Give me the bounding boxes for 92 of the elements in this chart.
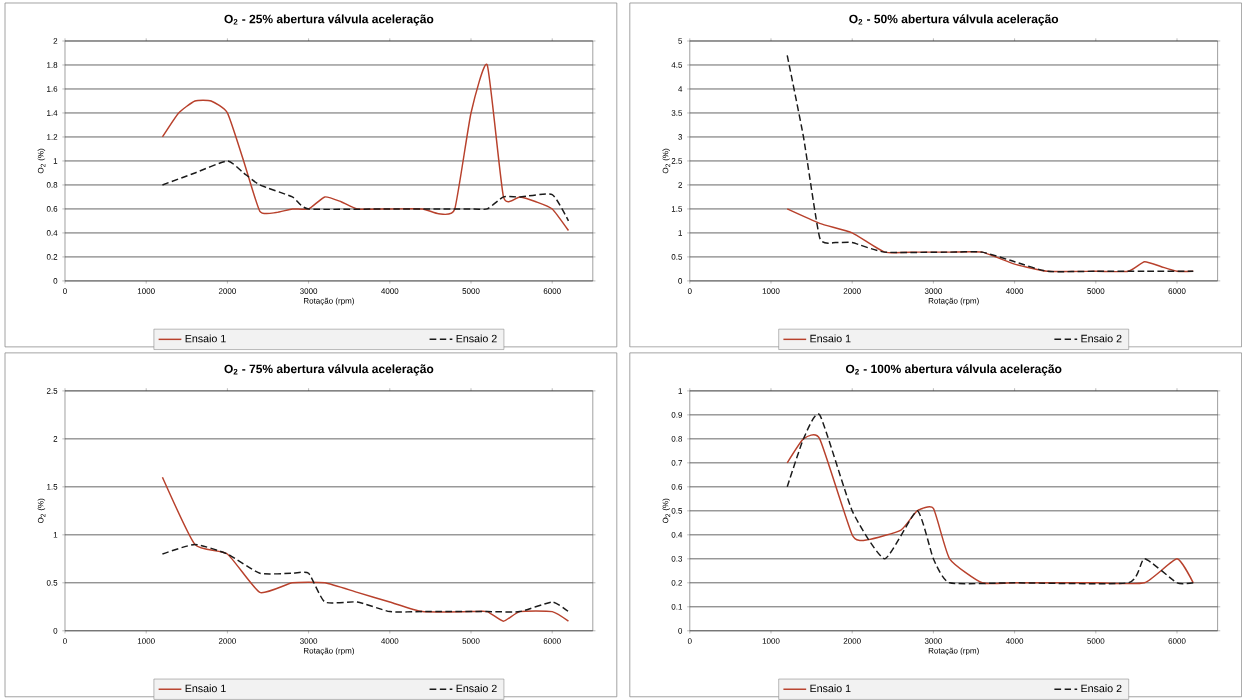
y-tick-label: 1: [53, 532, 58, 538]
x-tick-label: 4000: [1005, 288, 1024, 295]
y-axis-title: O$_{2}$ (%): [37, 148, 46, 174]
y-tick-label: 2.5: [671, 158, 683, 164]
x-tick-label: 1000: [762, 638, 780, 644]
x-tick-label: 6000: [1168, 288, 1186, 295]
x-tick-label: 6000: [543, 638, 561, 644]
y-tick-label: 1.5: [671, 206, 683, 212]
legend-label: Ensaio 1: [185, 684, 226, 693]
y-tick-label: 0: [53, 628, 58, 634]
y-tick-label: 1.8: [47, 62, 58, 68]
y-tick-label: 1.4: [47, 110, 58, 116]
y-tick-label: 0: [678, 278, 683, 284]
y-tick-label: 4.5: [671, 62, 683, 68]
chart-title: O$_{2}$ - 100% abertura válvula aceleração: [845, 364, 1062, 376]
chart-title: O$_{2}$ - 25% abertura válvula aceleração: [224, 14, 434, 26]
x-axis-title: Rotação (rpm): [303, 297, 354, 306]
y-tick-label: 3: [678, 134, 683, 140]
x-tick-label: 2000: [218, 288, 236, 295]
y-tick-label: 0.6: [46, 206, 58, 212]
y-tick-label: 0.2: [46, 254, 58, 260]
y-tick-label: 0.1: [671, 604, 683, 610]
legend-label: Ensaio 2: [456, 334, 497, 343]
y-tick-label: 4: [678, 86, 683, 92]
x-tick-label: 0: [63, 638, 67, 644]
x-tick-label: 6000: [1168, 638, 1186, 644]
y-tick-label: 0.6: [671, 484, 683, 490]
x-tick-label: 4000: [1005, 638, 1024, 644]
x-tick-label: 3000: [924, 288, 942, 295]
line-series: [786, 54, 1194, 273]
x-tick-label: 3000: [300, 288, 318, 295]
x-tick-label: 5000: [462, 638, 480, 644]
x-tick-label: 0: [687, 638, 692, 644]
x-tick-label: 3000: [300, 638, 318, 644]
y-tick-label: 0.5: [671, 508, 683, 514]
y-tick-label: 0: [678, 628, 683, 634]
y-tick-label: 2: [678, 182, 683, 188]
legend-label: Ensaio 1: [810, 684, 851, 693]
line-series: [161, 160, 570, 222]
chart-title: O$_{2}$ - 50% abertura válvula aceleração: [849, 14, 1059, 26]
x-tick-label: 6000: [543, 288, 561, 295]
y-tick-label: 0.3: [671, 556, 683, 562]
y-axis-title: O$_{2}$ (%): [662, 498, 671, 524]
x-tick-label: 0: [63, 288, 67, 295]
x-tick-label: 4000: [381, 288, 399, 295]
y-tick-label: 1: [678, 230, 683, 236]
y-tick-label: 1.2: [47, 134, 58, 140]
x-tick-label: 2000: [843, 638, 861, 644]
y-tick-label: 5: [678, 38, 683, 44]
y-tick-label: 0.2: [671, 580, 683, 586]
y-axis-title: O$_{2}$ (%): [37, 498, 46, 524]
y-tick-label: 0.4: [46, 230, 58, 236]
y-axis-title: O$_{2}$ (%): [662, 148, 671, 174]
x-tick-label: 4000: [381, 638, 399, 644]
y-tick-label: 0.4: [671, 532, 683, 538]
x-tick-label: 1000: [762, 288, 780, 295]
legend-label: Ensaio 1: [185, 334, 226, 343]
line-series: [161, 543, 570, 613]
y-tick-label: 0.5: [671, 254, 683, 260]
y-tick-label: 2: [53, 436, 58, 442]
y-tick-label: 0.7: [671, 460, 683, 466]
x-axis-title: Rotação (rpm): [928, 297, 979, 306]
y-tick-label: 2: [53, 38, 58, 44]
x-axis-title: Rotação (rpm): [928, 647, 979, 656]
x-tick-label: 2000: [218, 638, 236, 644]
x-axis-title: Rotação (rpm): [303, 647, 354, 656]
y-tick-label: 2.5: [46, 388, 58, 394]
x-tick-label: 5000: [1087, 638, 1105, 644]
y-tick-label: 0.8: [46, 182, 58, 188]
x-tick-label: 3000: [924, 638, 942, 644]
x-tick-label: 1000: [137, 288, 155, 295]
x-tick-label: 0: [687, 288, 692, 295]
legend-label: Ensaio 2: [1081, 334, 1122, 343]
line-series: [161, 476, 570, 623]
x-tick-label: 1000: [137, 638, 155, 644]
y-tick-label: 1.6: [47, 86, 58, 92]
y-tick-label: 1: [53, 158, 58, 164]
x-tick-label: 5000: [1087, 288, 1105, 295]
y-tick-label: 3.5: [671, 110, 683, 116]
y-tick-label: 0.5: [46, 580, 58, 586]
y-tick-label: 1.5: [47, 484, 58, 490]
x-tick-label: 5000: [462, 288, 480, 295]
y-tick-label: 0.9: [671, 412, 683, 418]
y-tick-label: 0.8: [671, 436, 683, 442]
line-series: [161, 63, 570, 232]
y-tick-label: 0: [53, 278, 58, 284]
y-tick-label: 1: [678, 388, 683, 394]
legend-label: Ensaio 2: [456, 684, 497, 693]
legend-label: Ensaio 1: [810, 334, 851, 343]
legend-label: Ensaio 2: [1081, 684, 1122, 693]
chart-title: O$_{2}$ - 75% abertura válvula aceleração: [224, 364, 434, 376]
x-tick-label: 2000: [843, 288, 861, 295]
